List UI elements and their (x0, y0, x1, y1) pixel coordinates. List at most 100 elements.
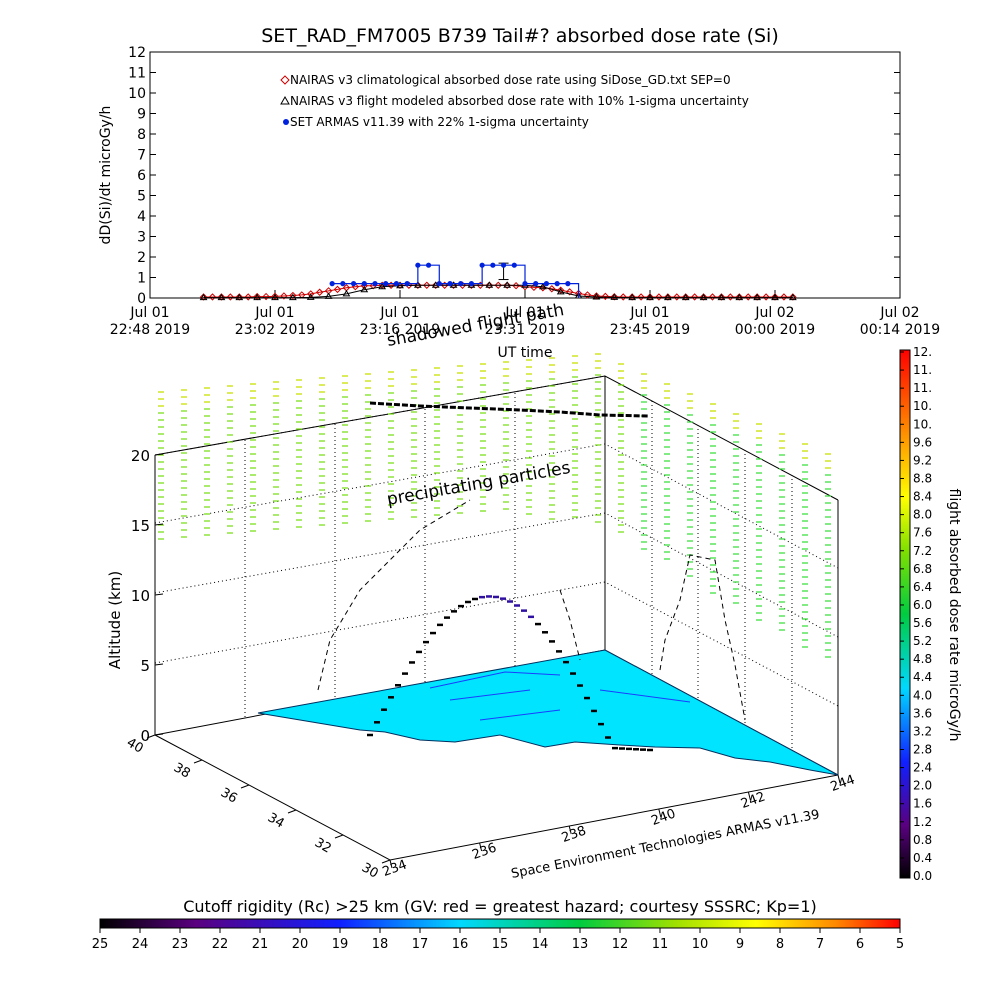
series-armas-point (350, 281, 357, 287)
series-armas-point (554, 281, 560, 287)
right-colorbar-tick-label: 10. (913, 417, 932, 431)
x-tick-label-date: Jul 01 (254, 305, 294, 321)
precipitating-particle-field (158, 353, 831, 658)
series-climatological-point (708, 293, 717, 301)
latitude-tick-label: 32 (312, 835, 334, 856)
right-colorbar-tick-label: 0.0 (913, 869, 932, 883)
right-colorbar-tick-label: 2.8 (913, 743, 932, 757)
bottom-colorbar-label: Cutoff rigidity (Rc) >25 km (GV: red = g… (183, 897, 817, 916)
y-tick-label: 10 (128, 86, 146, 102)
series-climatological-point (280, 292, 288, 300)
x-tick-label-date: Jul 01 (379, 305, 419, 321)
series-flight-modeled-point (360, 285, 369, 293)
latitude-tick-mark (146, 734, 156, 739)
bottom-colorbar-tick-label: 5 (896, 937, 904, 952)
altitude-tick-mark (154, 663, 164, 666)
y-tick-label: 7 (137, 148, 146, 164)
x-tick-label-time: 23:31 2019 (485, 322, 565, 338)
series-flight-modeled-point (771, 293, 779, 301)
series-armas-point (415, 262, 421, 268)
series-flight-modeled-point (378, 282, 387, 290)
series-armas-point (458, 281, 464, 287)
right-colorbar-tick-label: 4.4 (913, 670, 932, 684)
series-flight-modeled-point (342, 289, 351, 297)
y-tick-label: 8 (137, 127, 146, 143)
series-flight-modeled-point (663, 293, 672, 301)
series-armas-point (436, 281, 442, 287)
grid-line (154, 375, 606, 456)
altitude-tick-mark (154, 453, 164, 456)
series-climatological-point (503, 281, 511, 289)
altitude-ticks: 0 5 10 15 20 (131, 447, 164, 745)
series-climatological-point (387, 281, 395, 289)
x-tick-label-time: 00:00 2019 (735, 322, 815, 338)
bottom-colorbar-tick-label: 19 (332, 937, 349, 952)
bottom-colorbar-tick-label: 18 (372, 937, 389, 952)
bottom-colorbar-tick-label: 14 (532, 937, 549, 952)
altitude-tick-mark (154, 733, 164, 736)
latitude-tick-label: 30 (359, 860, 381, 881)
series-climatological-point (423, 281, 431, 289)
bottom-colorbar-strip (99, 918, 901, 929)
right-colorbar-tick-label: 1.6 (913, 797, 932, 811)
legend-label-flight-modeled: NAIRAS v3 flight modeled absorbed dose r… (290, 94, 749, 108)
series-armas-line (332, 264, 580, 298)
shadow-right-wall (659, 554, 746, 721)
series-flight-modeled-point (235, 293, 244, 301)
bottom-colorbar-tick-label: 9 (736, 937, 744, 952)
legend: NAIRAS v3 climatological absorbed dose r… (280, 73, 749, 129)
right-colorbar-tick-label: 0.4 (913, 851, 932, 865)
bottom-colorbar-tick-label: 22 (212, 937, 229, 952)
right-colorbar-tick-label: 11. (913, 363, 932, 377)
series-climatological-point (333, 285, 342, 294)
series-climatological-point (226, 293, 235, 301)
series-climatological-point (557, 286, 565, 294)
x-tick-label-date: Jul 01 (629, 305, 669, 321)
right-colorbar-tick-label: 8.8 (913, 471, 932, 485)
bottom-colorbar-ticks: 25 24 23 22 21 20 19 18 17 16 15 14 13 12 11 10 9 8 7 6 5 (92, 928, 904, 952)
shadow-flight-path (317, 499, 746, 721)
right-colorbar-tick-label: 7.6 (913, 526, 932, 540)
y-tick-label: 9 (137, 107, 146, 123)
right-colorbar: 0.0 0.4 0.8 1.2 1.6 2.0 2.4 2.8 3.2 3.6 4.0 4.4 4.8 5… (899, 345, 962, 883)
series-climatological-point (690, 293, 699, 301)
series-climatological-point (494, 281, 502, 289)
series-flight-modeled-line (203, 284, 793, 299)
y-tick-label: 4 (137, 209, 146, 225)
series-flight-modeled-point (217, 293, 226, 301)
series-climatological-point (673, 293, 681, 301)
series-climatological-point (476, 281, 485, 289)
altitude-tick-label: 0 (140, 727, 150, 745)
bottom-colorbar-tick-label: 6 (856, 937, 864, 952)
series-armas-point (533, 281, 539, 287)
series-climatological-point (440, 281, 449, 289)
legend-item-climatological: NAIRAS v3 climatological absorbed dose r… (280, 73, 731, 87)
series-flight-modeled-point (556, 287, 565, 295)
series-flight-modeled-point (753, 293, 762, 301)
shadow-mid (559, 589, 581, 661)
x-tick-label-time: 23:45 2019 (610, 322, 690, 338)
series-flight-modeled-point (485, 281, 494, 288)
grid-line (154, 443, 839, 569)
series-flight-modeled-point (628, 293, 637, 301)
series-climatological-point (655, 293, 663, 301)
flight-trajectory (367, 595, 653, 752)
series-layer (199, 262, 797, 301)
bottom-colorbar-tick-label: 25 (92, 937, 109, 952)
series-armas-point (383, 281, 389, 287)
latitude-tick-label: 34 (265, 810, 287, 831)
series-climatological-point (315, 288, 324, 296)
series-flight-modeled-point (717, 293, 726, 301)
series-climatological-point (619, 293, 627, 301)
longitude-tick-label: 234 (381, 857, 409, 880)
shadow-flight-path-top (369, 401, 649, 418)
right-colorbar-tick-label: 8.4 (913, 490, 932, 504)
series-climatological-point (262, 292, 270, 301)
series-climatological-point (601, 292, 610, 301)
legend-marker-dot (283, 119, 289, 125)
bottom-colorbar-tick-label: 12 (612, 937, 629, 952)
series-flight-modeled-point (253, 293, 262, 301)
right-colorbar-strip (899, 349, 911, 879)
